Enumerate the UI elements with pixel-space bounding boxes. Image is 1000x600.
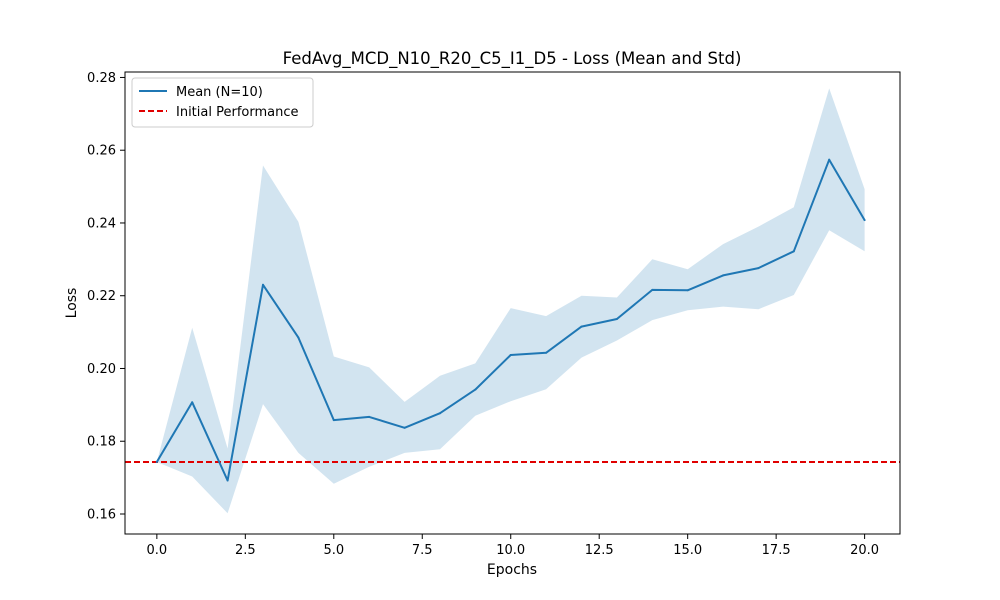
y-tick-label: 0.26 (87, 144, 116, 159)
x-tick-label: 20.0 (850, 543, 879, 558)
mean-point (580, 325, 583, 328)
mean-point (191, 401, 194, 404)
mean-point (509, 354, 512, 356)
std-band-layer (156, 88, 865, 514)
mean-line-layer (155, 158, 866, 482)
plot-frame (124, 71, 901, 535)
y-axis-ticks: 0.16 0.18 0.20 0.22 0.24 0.26 0.28 (87, 71, 125, 522)
chart-title: FedAvg_MCD_N10_R20_C5_I1_D5 - Loss (Mean… (283, 49, 742, 69)
std-band (156, 88, 865, 514)
mean-point (332, 419, 335, 422)
mean-point (863, 219, 866, 222)
mean-point (226, 479, 229, 482)
mean-point (686, 289, 689, 292)
x-tick-label: 10.0 (496, 543, 525, 558)
y-tick-label: 0.28 (87, 71, 116, 86)
mean-point (262, 283, 264, 286)
x-tick-label: 15.0 (673, 543, 702, 558)
mean-point (757, 267, 760, 270)
y-tick-label: 0.16 (87, 507, 116, 522)
y-tick-label: 0.22 (87, 289, 116, 304)
x-tick-label: 7.5 (412, 543, 433, 558)
x-tick-label: 17.5 (762, 543, 791, 558)
mean-point (297, 336, 300, 339)
y-tick-label: 0.18 (87, 435, 116, 450)
y-tick-label: 0.24 (87, 216, 116, 231)
x-axis-label: Epochs (487, 562, 537, 578)
mean-point (474, 388, 477, 391)
x-tick-label: 12.5 (585, 543, 614, 558)
mean-point (368, 415, 371, 418)
y-axis-label: Loss (64, 288, 80, 319)
x-axis-ticks: 0.0 2.5 5.0 7.5 10.0 12.5 15.0 17.5 20.0 (147, 534, 879, 558)
mean-point (651, 288, 654, 291)
legend: Mean (N=10) Initial Performance (131, 77, 314, 128)
mean-point (615, 318, 618, 320)
mean-point (403, 426, 406, 429)
x-tick-label: 5.0 (323, 543, 344, 558)
mean-point (439, 412, 441, 415)
y-tick-label: 0.20 (87, 362, 116, 377)
mean-point (722, 274, 725, 277)
mean-point (545, 351, 548, 354)
legend-mean-label: Mean (N=10) (176, 85, 263, 100)
mean-point (792, 250, 795, 253)
legend-box (131, 77, 314, 128)
legend-reference-label: Initial Performance (176, 105, 298, 120)
x-tick-label: 2.5 (235, 543, 256, 558)
mean-point (155, 461, 158, 463)
x-tick-label: 0.0 (147, 543, 168, 558)
mean-point (828, 158, 831, 161)
